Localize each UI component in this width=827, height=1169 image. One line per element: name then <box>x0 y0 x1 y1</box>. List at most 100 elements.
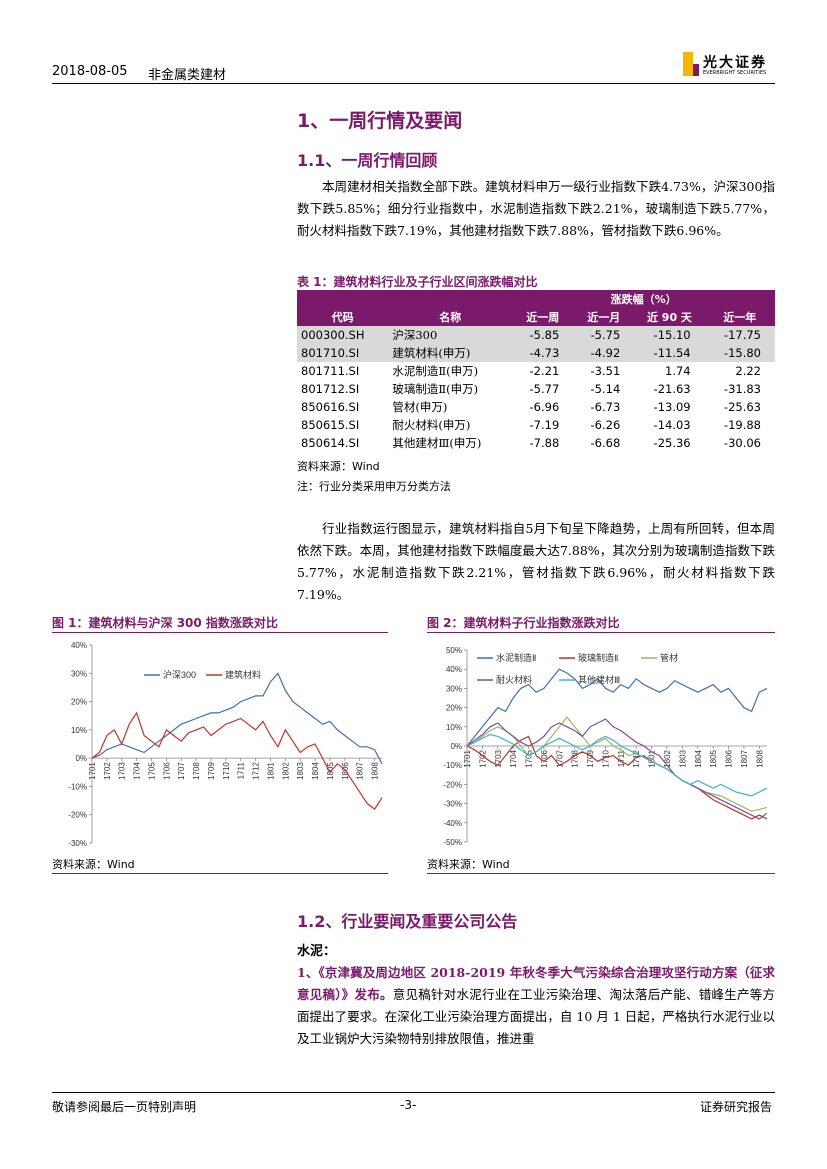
series-line <box>466 668 768 747</box>
x-tick-label: 1803 <box>678 749 687 767</box>
rule <box>52 873 388 874</box>
table-cell: -6.73 <box>590 400 621 414</box>
table-row: 801710.SI 建筑材料(申万) -4.73 -4.92 -11.54 -15.80 <box>297 344 775 362</box>
table-row: 850615.SI 耐火材料(申万) -7.19 -6.26 -14.03 -19.88 <box>297 416 775 434</box>
table-cell: -25.36 <box>653 436 691 450</box>
x-tick-label: 1710 <box>601 749 610 767</box>
table-cell: 000300.SH <box>297 326 389 344</box>
table-cell: -5.75 <box>573 326 635 344</box>
x-tick-label: 1711 <box>617 749 626 767</box>
y-tick-label: 30% <box>446 684 462 693</box>
logo-icon <box>683 52 699 76</box>
x-tick-label: 1804 <box>694 749 703 767</box>
column-header: 名称 <box>388 308 513 326</box>
table-cell: 850614.SI <box>301 436 360 450</box>
x-tick-label: 1802 <box>663 749 672 767</box>
table-cell: 其他建材Ⅲ(申万) <box>392 436 482 450</box>
column-header: 近一周 <box>512 308 574 326</box>
table-cell: -25.63 <box>723 400 761 414</box>
news-body: 意见稿针对水泥行业在工业污染治理、淘汰落后产能、错峰生产等方面提出了要求。在深化… <box>297 987 775 1046</box>
table-cell: 801712.SI <box>301 382 360 396</box>
x-tick-label: 1712 <box>632 749 641 767</box>
table-cell: 850616.SI <box>301 400 360 414</box>
y-tick-label: -20% <box>443 780 462 789</box>
table-cell: 耐火材料(申万) <box>392 418 471 432</box>
x-tick-label: 1711 <box>237 762 246 780</box>
legend-label: 建筑材料 <box>225 669 261 680</box>
y-tick-label: -10% <box>443 761 462 770</box>
x-tick-label: 1706 <box>162 762 171 780</box>
paragraph: 行业指数运行图显示，建筑材料指自5月下旬呈下降趋势，上周有所回转，但本周依然下跌… <box>297 521 775 602</box>
rule <box>427 632 775 633</box>
y-tick-label: -30% <box>68 839 87 848</box>
table-note: 注：行业分类采用申万分类方法 <box>297 480 451 493</box>
table-cell: 801710.SI <box>297 344 389 362</box>
x-tick-label: 1801 <box>266 762 275 780</box>
chart: -30% -20% -10% 0% 10% 20% 30% 40% 1701 1702 1703 17… <box>68 641 383 848</box>
table-row: 850616.SI 管材(申万) -6.96 -6.73 -13.09 -25.63 <box>297 398 775 416</box>
figure-source: 资料来源：Wind <box>52 858 135 871</box>
footer-rule <box>52 1092 775 1093</box>
table: 涨跌幅（%） 代码 名称 近一周 近一月近 90 天近一年 000300.SH 沪深30… <box>297 290 775 452</box>
table-cell: -5.14 <box>590 382 621 396</box>
table-cell: -15.80 <box>704 344 775 362</box>
table-cell: 1.74 <box>665 364 691 378</box>
legend-label: 沪深300 <box>163 669 196 680</box>
table-cell: -7.19 <box>529 418 560 432</box>
figure-caption: 图 1：建筑材料与沪深 300 指数涨跌对比 <box>52 616 278 630</box>
rule <box>52 632 388 633</box>
x-tick-label: 1702 <box>103 762 112 780</box>
y-tick-label: 0% <box>75 754 87 763</box>
table-cell: -3.51 <box>590 364 621 378</box>
y-tick-label: -30% <box>443 800 462 809</box>
y-tick-label: 50% <box>446 646 462 655</box>
table-cell: -17.75 <box>704 326 775 344</box>
x-tick-label: 1701 <box>463 749 472 767</box>
table-cell: -30.06 <box>723 436 761 450</box>
table-cell: -13.09 <box>653 400 691 414</box>
table-row: 000300.SH 沪深300 -5.85 -5.75 -15.10 -17.75 <box>297 326 775 344</box>
series-line <box>91 672 383 765</box>
x-tick-label: 1705 <box>525 749 534 767</box>
footer-right: 证券研究报告 <box>700 1100 773 1114</box>
x-tick-label: 1703 <box>118 762 127 780</box>
table-cell: -19.88 <box>723 418 761 432</box>
table-cell: -15.10 <box>634 326 705 344</box>
chart: -50% -40% -30% -20% -10% 0% 10% 20% 30% 40% 50% 170… <box>443 646 768 847</box>
x-tick-label: 1801 <box>648 749 657 767</box>
table-cell: -2.21 <box>529 364 560 378</box>
x-tick-label: 1701 <box>88 762 97 780</box>
x-tick-label: 1808 <box>371 762 380 780</box>
table-cell: 沪深300 <box>388 326 513 344</box>
legend-label: 耐火材料 <box>496 674 532 685</box>
y-tick-label: 0% <box>450 742 462 751</box>
legend-label: 水泥制造Ⅱ <box>496 652 536 663</box>
table-row: 850614.SI 其他建材Ⅲ(申万) -7.88 -6.68 -25.36 -30.06 <box>297 434 775 452</box>
table-cell: 建筑材料(申万) <box>388 344 513 362</box>
table-cell: -31.83 <box>723 382 761 396</box>
table-cell: -7.88 <box>529 436 560 450</box>
table-wrap: 涨跌幅（%） 代码 名称 近一周 近一月近 90 天近一年 000300.SH 沪深30… <box>297 290 775 452</box>
news-item: 1、《京津冀及周边地区 2018-2019 年秋冬季大气污染综合治理攻坚行动方案… <box>297 962 775 1050</box>
series-line <box>466 716 768 812</box>
y-tick-label: 10% <box>71 726 87 735</box>
header-date: 2018-08-05 <box>52 64 128 79</box>
x-tick-label: 1705 <box>147 762 156 780</box>
table-cell: -21.63 <box>653 382 691 396</box>
series-line <box>466 733 768 797</box>
x-tick-label: 1805 <box>709 749 718 767</box>
subhead: 水泥： <box>297 944 337 959</box>
table-cell: -6.68 <box>590 436 621 450</box>
y-tick-label: -20% <box>68 811 87 820</box>
logo-en: EVERBRIGHT SECURITIES <box>703 70 767 76</box>
legend-label: 管材 <box>660 652 678 663</box>
x-tick-label: 1707 <box>555 749 564 767</box>
table-row: 801711.SI 水泥制造Ⅱ(申万) -2.21 -3.51 1.74 2.22 <box>297 362 775 380</box>
table-cell: 水泥制造Ⅱ(申万) <box>392 364 479 378</box>
y-tick-label: 10% <box>446 723 462 732</box>
table-header <box>297 290 513 308</box>
header-sector: 非金属类建材 <box>148 68 227 83</box>
column-header: 近 90 天 <box>634 308 705 326</box>
table-cell: -11.54 <box>634 344 705 362</box>
